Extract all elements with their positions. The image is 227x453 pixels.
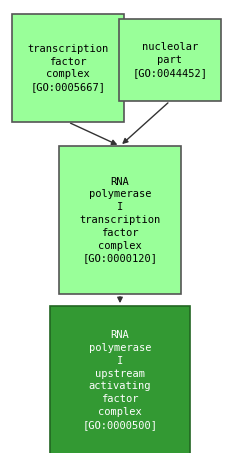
Text: transcription
factor
complex
[GO:0005667]: transcription factor complex [GO:0005667…: [27, 44, 108, 92]
Text: nucleolar
part
[GO:0044452]: nucleolar part [GO:0044452]: [132, 42, 207, 78]
Text: RNA
polymerase
I
upstream
activating
factor
complex
[GO:0000500]: RNA polymerase I upstream activating fac…: [82, 330, 157, 430]
Text: RNA
polymerase
I
transcription
factor
complex
[GO:0000120]: RNA polymerase I transcription factor co…: [79, 177, 160, 263]
FancyBboxPatch shape: [12, 14, 123, 122]
FancyBboxPatch shape: [50, 306, 189, 453]
FancyBboxPatch shape: [59, 146, 180, 294]
FancyBboxPatch shape: [118, 19, 220, 101]
